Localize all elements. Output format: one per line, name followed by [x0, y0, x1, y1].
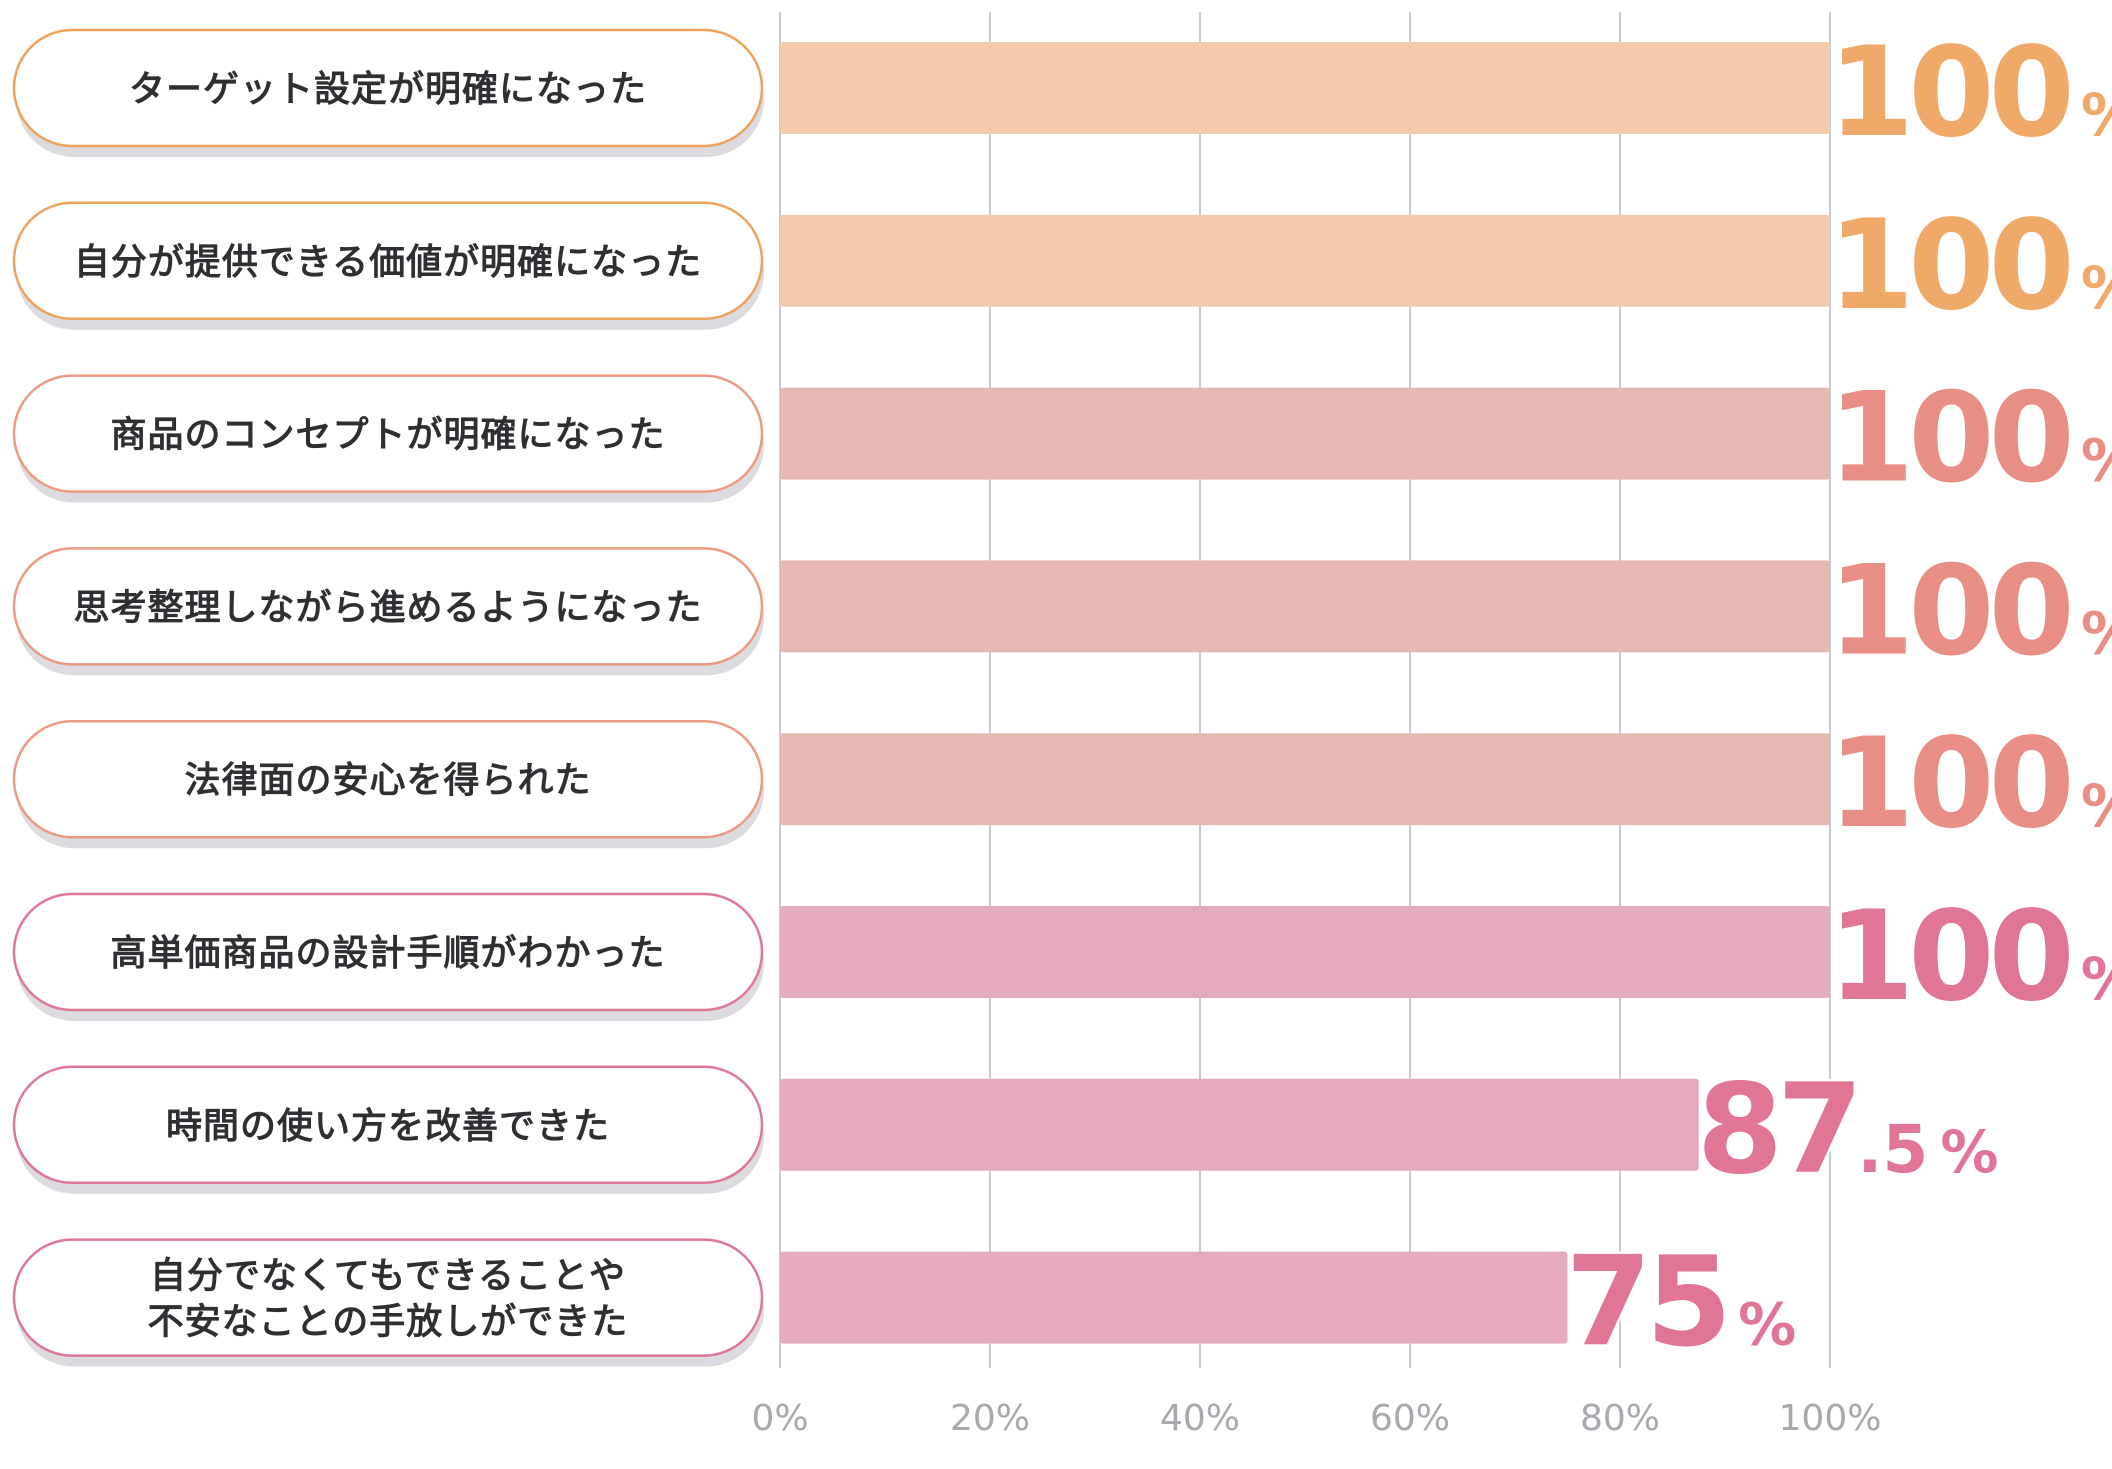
value-label: 87.5% — [1697, 1058, 1999, 1202]
bar — [780, 42, 1830, 134]
x-tick-label: 20% — [950, 1398, 1030, 1439]
bar — [780, 560, 1830, 653]
bars — [780, 42, 1830, 1344]
bar — [780, 906, 1830, 998]
bar — [780, 1251, 1568, 1344]
category-pill — [12, 1238, 764, 1357]
x-tick-label: 100% — [1779, 1398, 1882, 1439]
x-axis-ticks: 0% 20% 40% 60% 80% 100% — [751, 1398, 1881, 1439]
value-label: 100% — [1828, 885, 2112, 1029]
category-label: 高単価商品の設計手順がわかった — [110, 933, 665, 974]
category-label: 不安なことの手放しができた — [148, 1302, 629, 1343]
category-label: 自分でなくてもできることや — [150, 1256, 626, 1297]
value-label: 100% — [1828, 712, 2112, 856]
category-label: ターゲット設定が明確になった — [129, 69, 647, 110]
category-pill — [12, 374, 764, 493]
category-pill — [12, 547, 764, 666]
value-label: 75% — [1566, 1231, 1797, 1375]
category-label: 商品のコンセプトが明確になった — [110, 415, 665, 456]
value-label: 100% — [1828, 367, 2112, 511]
category-pill — [12, 719, 764, 839]
category-label: 思考整理しながら進めるようになった — [73, 587, 702, 628]
value-labels: 100% 100% 100% 100% 100% 100% 87.5% 75% — [1563, 19, 2112, 1378]
category-pill — [12, 892, 764, 1012]
bar — [780, 214, 1830, 307]
x-tick-label: 0% — [751, 1398, 808, 1439]
category-labels: ターゲット設定が明確になった自分が提供できる価値が明確になった商品のコンセプトが… — [12, 28, 764, 1367]
value-label: 100% — [1828, 21, 2112, 165]
x-tick-label: 60% — [1370, 1398, 1450, 1439]
x-tick-label: 40% — [1160, 1398, 1240, 1439]
bar — [780, 1078, 1699, 1171]
value-label: 100% — [1828, 539, 2112, 683]
category-pill — [12, 1065, 764, 1185]
category-pill — [12, 201, 764, 321]
category-label: 時間の使い方を改善できた — [166, 1106, 610, 1147]
value-label: 100% — [1828, 194, 2112, 338]
category-label: 法律面の安心を得られた — [184, 760, 591, 801]
bar — [780, 387, 1830, 480]
x-tick-label: 80% — [1580, 1398, 1660, 1439]
category-pill — [12, 28, 764, 148]
bar — [780, 733, 1830, 826]
category-label: 自分が提供できる価値が明確になった — [74, 242, 702, 283]
